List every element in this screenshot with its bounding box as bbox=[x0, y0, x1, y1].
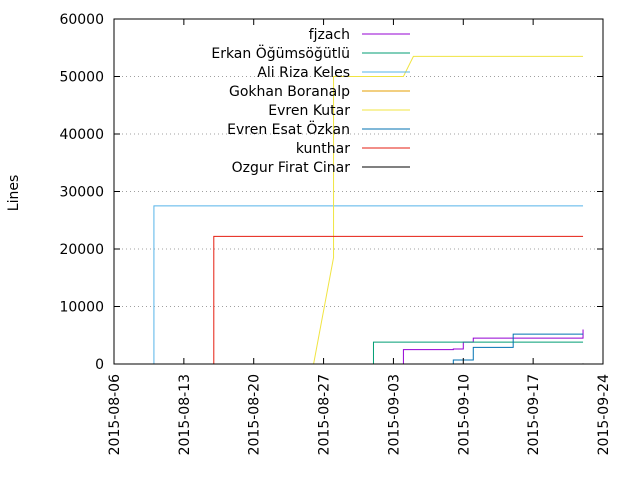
legend-label: Evren Kutar bbox=[268, 103, 350, 119]
series-line-ali-riza-keles bbox=[153, 205, 584, 364]
y-tick-label: 20000 bbox=[59, 242, 104, 258]
series-line-evren-kutar bbox=[313, 55, 584, 365]
legend-label: kunthar bbox=[296, 141, 350, 157]
y-tick-label: 10000 bbox=[59, 300, 104, 316]
x-tick-label: 2015-09-10 bbox=[456, 374, 472, 455]
x-tick-label: 2015-08-27 bbox=[317, 374, 333, 455]
series-line-erkan-ms-tl bbox=[353, 341, 584, 365]
legend-label: fjzach bbox=[309, 27, 350, 43]
y-tick-label: 50000 bbox=[59, 70, 104, 86]
y-axis-ticks: 0 10000 20000 30000 40000 50000 60000 bbox=[59, 12, 603, 373]
legend-label: Evren Esat Özkan bbox=[227, 120, 350, 138]
legend-label: Ali Riza Keles bbox=[257, 65, 350, 81]
x-tick-label: 2015-08-13 bbox=[177, 374, 193, 455]
series-line-fjzach bbox=[203, 329, 584, 365]
grid bbox=[114, 76, 603, 307]
y-tick-label: 0 bbox=[95, 357, 104, 373]
series-line-kunthar bbox=[183, 235, 584, 365]
y-tick-label: 60000 bbox=[59, 12, 104, 28]
y-tick-label: 30000 bbox=[59, 185, 104, 201]
legend-label: Erkan Öğümsöğütlü bbox=[211, 44, 350, 62]
y-tick-label: 40000 bbox=[59, 127, 104, 143]
x-tick-label: 2015-09-03 bbox=[386, 374, 402, 455]
series-line-evren-esat-zkan bbox=[353, 333, 584, 365]
legend-label: Gokhan Boranalp bbox=[229, 84, 350, 100]
x-tick-label: 2015-09-17 bbox=[526, 374, 542, 455]
legend-label: Ozgur Firat Cinar bbox=[232, 160, 351, 176]
series-lines bbox=[153, 55, 584, 365]
x-tick-label: 2015-09-24 bbox=[596, 374, 612, 455]
x-tick-label: 2015-08-20 bbox=[247, 374, 263, 455]
x-axis-ticks: 2015-08-06 2015-08-13 2015-08-20 2015-08-27… bbox=[107, 19, 612, 455]
y-axis-label: Lines bbox=[6, 175, 22, 211]
x-tick-label: 2015-08-06 bbox=[107, 374, 123, 455]
